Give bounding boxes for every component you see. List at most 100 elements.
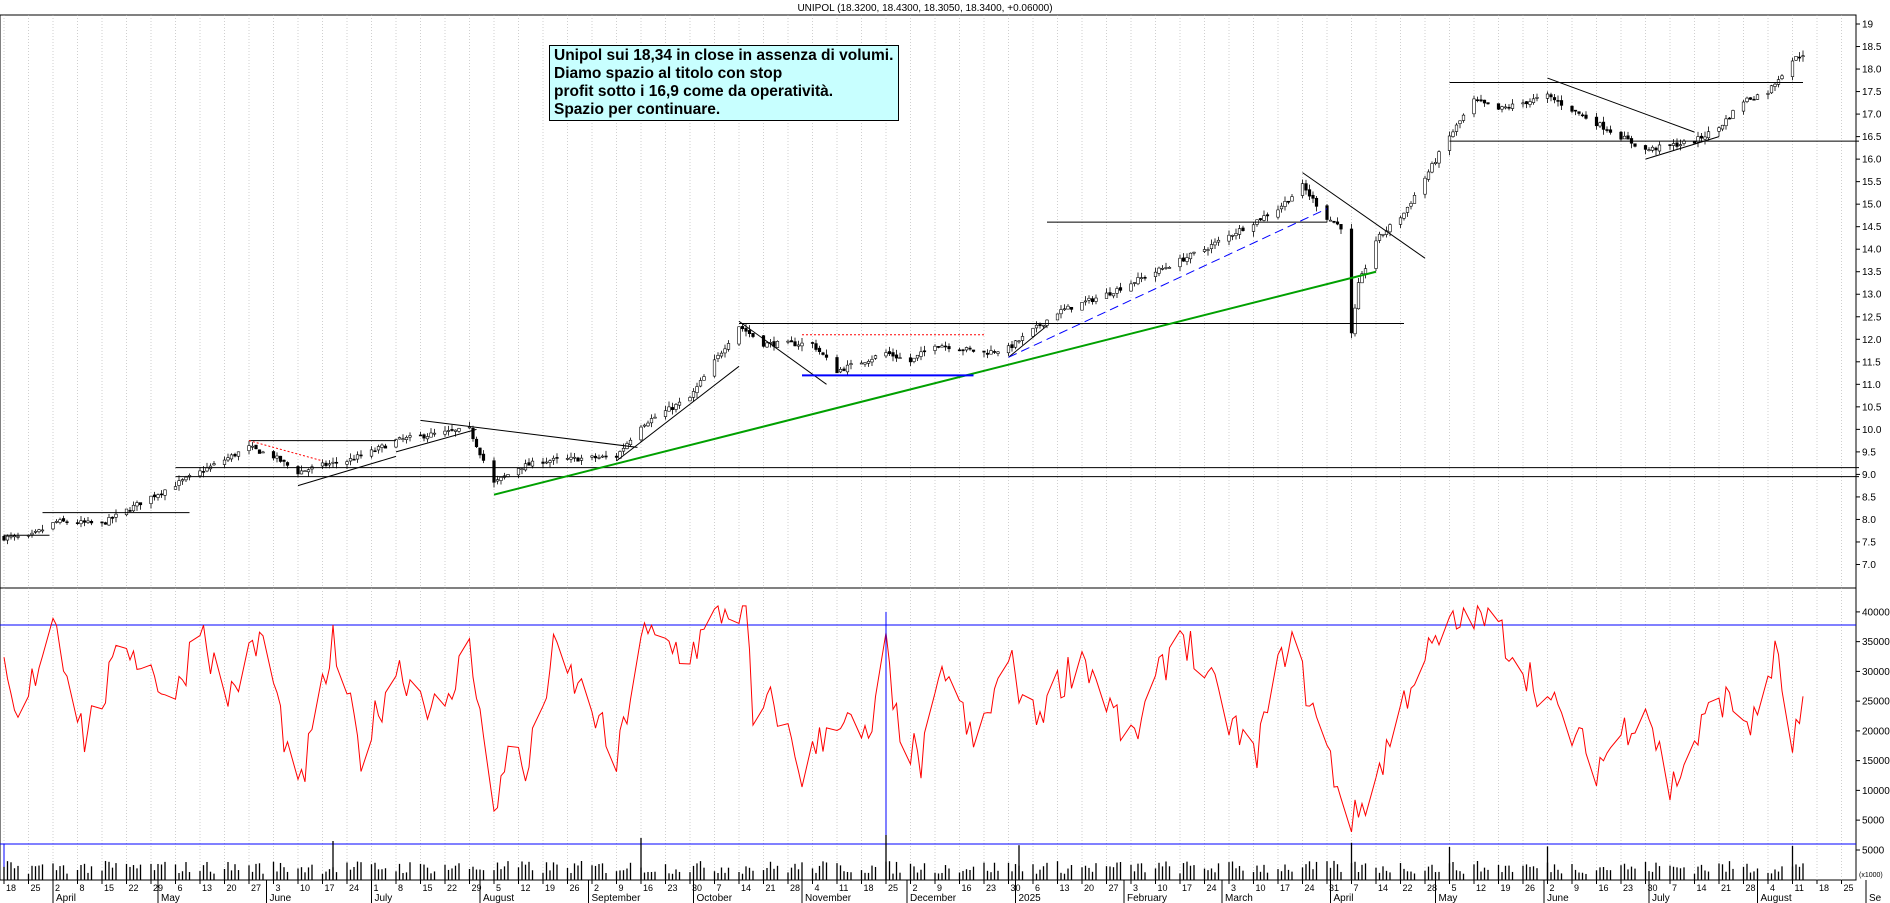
- grid-layer: [0, 14, 1857, 881]
- candle-body: [380, 444, 384, 448]
- candle-body: [1153, 271, 1158, 277]
- x-month-label: May: [1439, 893, 1458, 903]
- candle-body: [516, 468, 521, 476]
- candle-body: [985, 352, 990, 355]
- candle-body: [327, 463, 332, 466]
- candle-body: [16, 536, 20, 538]
- trend-line: [1008, 325, 1048, 358]
- candle-body: [1776, 79, 1781, 85]
- candle-body: [726, 343, 731, 350]
- candle-body: [989, 350, 993, 355]
- x-day-label: 25: [888, 883, 898, 893]
- price-tick-label: 12.5: [1862, 312, 1882, 323]
- candle-body: [1020, 336, 1025, 341]
- candle-body: [467, 426, 472, 429]
- candle-body: [103, 522, 108, 525]
- candle-body: [1580, 114, 1585, 117]
- candle-body: [761, 335, 766, 347]
- candle-body: [1202, 249, 1207, 252]
- x-month-label: September: [592, 893, 642, 903]
- candle-body: [229, 454, 234, 460]
- x-day-label: 7: [1354, 883, 1359, 893]
- candle-body: [1741, 101, 1746, 112]
- candle-body: [1185, 257, 1189, 262]
- candle-body: [1412, 195, 1417, 204]
- candle-body: [457, 428, 461, 432]
- candle-body: [1055, 313, 1060, 321]
- x-day-label: 10: [1256, 883, 1266, 893]
- candle-body: [551, 457, 556, 461]
- candle-body: [712, 359, 717, 377]
- osc-tick-label: 15000: [1862, 756, 1890, 767]
- candle-body: [523, 463, 528, 471]
- candle-body: [866, 360, 871, 364]
- candle-body: [628, 439, 633, 445]
- candle-body: [649, 418, 654, 424]
- trend-line: [1302, 172, 1426, 259]
- candle-body: [30, 532, 34, 535]
- candle-body: [1524, 101, 1529, 105]
- candle-body: [180, 479, 185, 482]
- candle-body: [1241, 227, 1245, 231]
- x-day-label: 6: [1035, 883, 1040, 893]
- x-day-label: 3: [1231, 883, 1236, 893]
- candle-body: [1286, 200, 1291, 203]
- candle-body: [198, 470, 202, 477]
- candle-body: [1545, 93, 1550, 99]
- x-day-label: 17: [1182, 883, 1192, 893]
- candle-body: [1311, 194, 1315, 199]
- candle-body: [1626, 135, 1630, 140]
- x-day-label: 11: [1795, 883, 1804, 893]
- x-day-label: 9: [619, 883, 624, 893]
- candle-body: [1668, 144, 1672, 146]
- annotation-line-4: Spazio per continuare.: [554, 101, 721, 118]
- candle-body: [1031, 328, 1035, 337]
- candle-body: [597, 457, 601, 459]
- x-day-label: 28: [1427, 883, 1437, 893]
- x-day-label: 21: [1721, 883, 1731, 893]
- candle-body: [37, 529, 41, 533]
- x-month-label: June: [1547, 893, 1569, 903]
- oscillator-panel: 5000 10000 15000 20000 25000 30000 35000 40000: [0, 604, 1890, 880]
- candle-body: [884, 352, 888, 357]
- chart-title: UNIPOL (18.3200, 18.4300, 18.3050, 18.34…: [797, 3, 1052, 14]
- candle-body: [422, 434, 426, 439]
- candle-body: [1598, 122, 1602, 127]
- price-tick-label: 14.0: [1862, 245, 1882, 256]
- candle-body: [964, 347, 969, 351]
- candle-body: [1094, 297, 1098, 302]
- candle-body: [933, 345, 937, 351]
- x-month-label: November: [805, 893, 852, 903]
- candle-body: [527, 462, 531, 466]
- x-day-label: 28: [790, 883, 800, 893]
- candle-body: [740, 326, 745, 330]
- candle-body: [639, 426, 643, 441]
- candle-body: [1528, 101, 1532, 105]
- candle-body: [1451, 131, 1455, 137]
- candle-body: [569, 456, 573, 460]
- candle-body: [1584, 114, 1588, 119]
- candle-body: [1363, 268, 1368, 274]
- candle-body: [1139, 277, 1144, 280]
- candle-body: [1458, 120, 1462, 125]
- candle-body: [51, 522, 55, 530]
- candle-body: [541, 461, 545, 464]
- price-tick-label: 8.5: [1862, 492, 1876, 503]
- x-month-label: August: [1761, 893, 1792, 903]
- candle-body: [1090, 298, 1095, 303]
- candle-body: [152, 494, 157, 498]
- candle-body: [940, 345, 944, 348]
- candle-body: [2, 536, 6, 541]
- candle-body: [1500, 106, 1504, 110]
- candle-body: [863, 362, 867, 365]
- x-day-label: 13: [1060, 883, 1070, 893]
- x-day-label: 14: [1378, 883, 1388, 893]
- candle-body: [786, 340, 790, 343]
- candle-body: [894, 354, 899, 359]
- candle-body: [1234, 233, 1238, 237]
- candle-body: [205, 467, 209, 472]
- candle-body: [1510, 103, 1515, 109]
- candle-body: [1181, 257, 1186, 262]
- candle-body: [271, 451, 276, 459]
- candle-body: [1209, 244, 1214, 249]
